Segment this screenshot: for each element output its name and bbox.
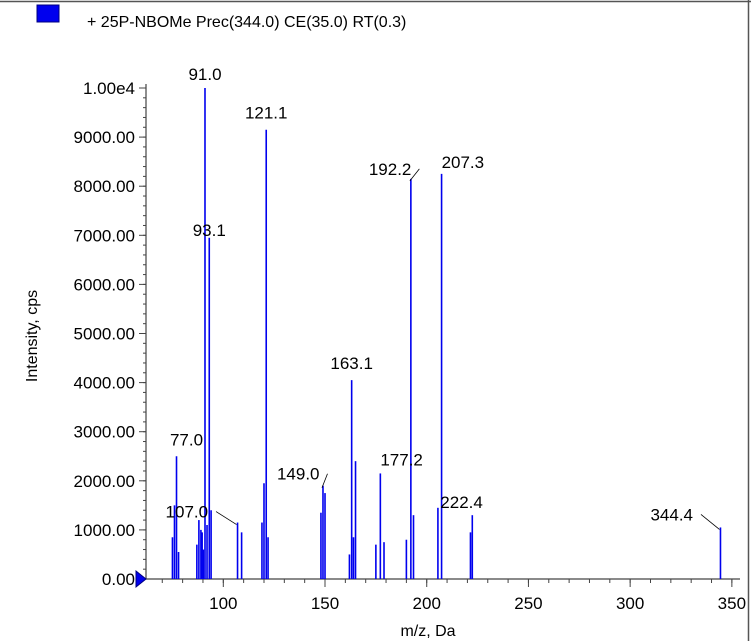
peak-label-leader bbox=[700, 514, 720, 530]
y-tick-label: 3000.00 bbox=[74, 423, 135, 442]
baseline-marker-icon bbox=[135, 569, 147, 589]
peak-label: 222.4 bbox=[440, 493, 483, 512]
x-tick-label: 100 bbox=[209, 594, 237, 613]
peak-label: 207.3 bbox=[442, 153, 485, 172]
y-tick-label: 0.00 bbox=[102, 570, 135, 589]
y-tick-label: 6000.00 bbox=[74, 275, 135, 294]
peak-labels: 91.0 121.1 192.2 207.3 93.1 163.1 77.0 149.0 177… bbox=[166, 65, 720, 530]
y-tick-label: 5000.00 bbox=[74, 325, 135, 344]
peak-label: 163.1 bbox=[330, 354, 373, 373]
legend-swatch bbox=[36, 4, 60, 23]
y-tick-label: 1000.00 bbox=[74, 521, 135, 540]
x-tick-label: 350 bbox=[718, 594, 746, 613]
peak-label-leader bbox=[409, 168, 420, 182]
peak-label-leader bbox=[215, 511, 237, 525]
peak-label: 177.2 bbox=[380, 450, 423, 469]
x-axis-title: m/z, Da bbox=[400, 623, 455, 640]
peak-label: 93.1 bbox=[193, 221, 226, 240]
y-tick-label: 8000.00 bbox=[74, 177, 135, 196]
legend: + 25P-NBOMe Prec(344.0) CE(35.0) RT(0.3) bbox=[36, 4, 406, 31]
x-tick-label: 250 bbox=[514, 594, 542, 613]
y-axis-title: Intensity, cps bbox=[24, 290, 41, 382]
spectrum-peaks bbox=[171, 88, 722, 579]
y-tick-label: 4000.00 bbox=[74, 374, 135, 393]
y-tick-label: 7000.00 bbox=[74, 226, 135, 245]
y-tick-label: 1.00e4 bbox=[83, 79, 135, 98]
axes: 0.00 1000.00 2000.00 3000.00 4000.00 5000.00 6… bbox=[74, 79, 747, 613]
peak-label: 344.4 bbox=[650, 505, 693, 524]
x-tick-label: 200 bbox=[413, 594, 441, 613]
peak-label: 107.0 bbox=[166, 503, 209, 522]
peak-label-leader bbox=[321, 473, 328, 488]
peak-label: 91.0 bbox=[188, 65, 221, 84]
legend-text: + 25P-NBOMe Prec(344.0) CE(35.0) RT(0.3) bbox=[87, 14, 406, 31]
peak-label: 121.1 bbox=[245, 104, 288, 123]
x-tick-label: 300 bbox=[616, 594, 644, 613]
peak-label: 192.2 bbox=[369, 160, 412, 179]
peak-label: 149.0 bbox=[277, 465, 320, 484]
y-tick-label: 9000.00 bbox=[74, 128, 135, 147]
y-tick-label: 2000.00 bbox=[74, 472, 135, 491]
x-tick-label: 150 bbox=[311, 594, 339, 613]
peak-label: 77.0 bbox=[170, 430, 203, 449]
